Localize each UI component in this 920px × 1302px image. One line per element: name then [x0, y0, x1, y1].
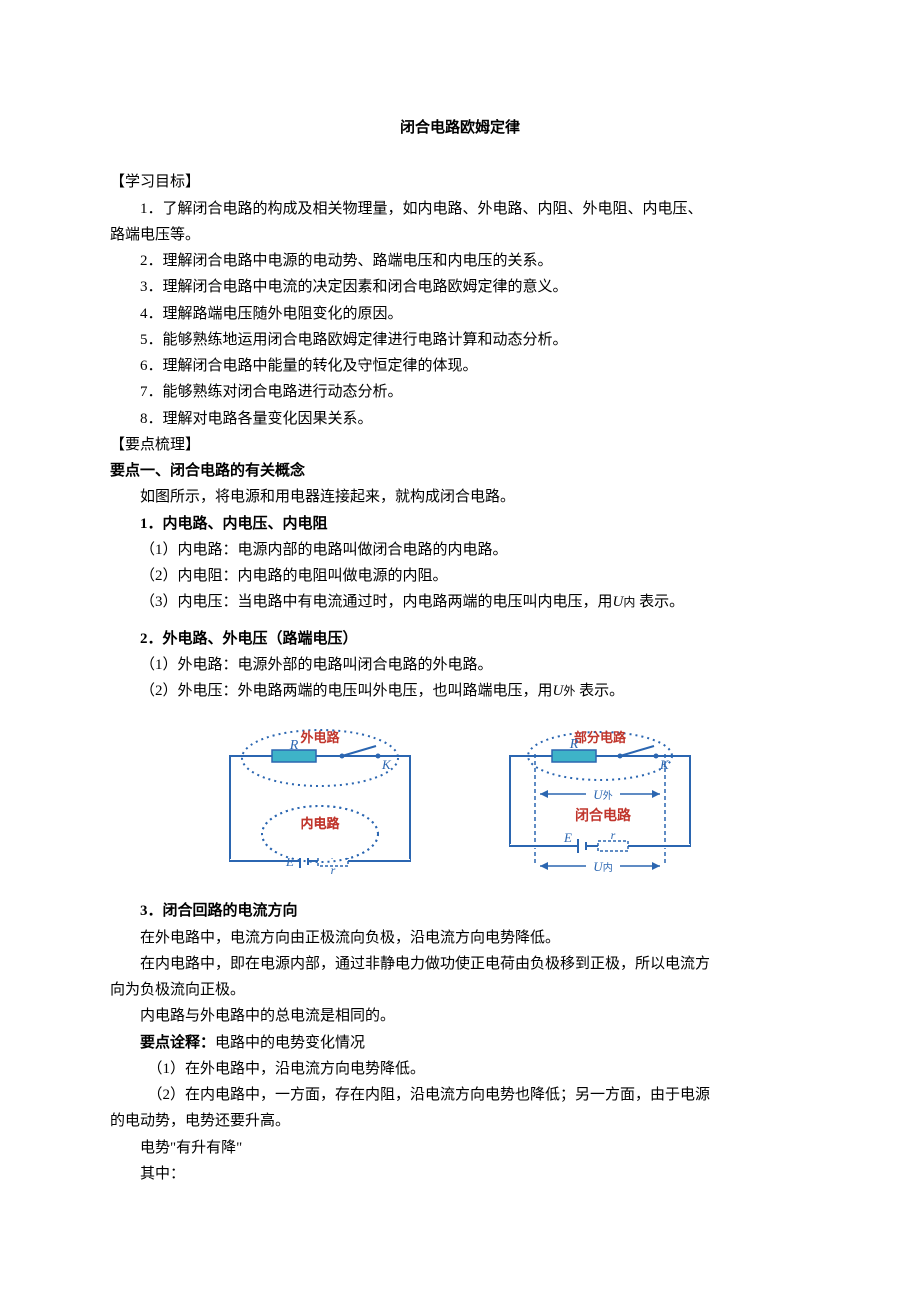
sub2-heading: 2．外电路、外电压（路端电压）	[110, 626, 810, 652]
u-outer-sub: 外	[563, 684, 575, 698]
goal-item: 8．理解对电路各量变化因果关系。	[110, 406, 810, 432]
sub3-p2-a: 在内电路中，即在电源内部，通过非静电力做功使正电荷由负极移到正极，所以电流方	[110, 951, 810, 977]
sub3-p3: 内电路与外电路中的总电流是相同的。	[110, 1003, 810, 1029]
goal-item: 3．理解闭合电路中电流的决定因素和闭合电路欧姆定律的意义。	[110, 274, 810, 300]
explain-tail1: 电势"有升有降"	[110, 1135, 810, 1161]
page-title: 闭合电路欧姆定律	[110, 115, 810, 141]
circuit-diagrams: 外电路 R K 内电路 E r	[110, 716, 810, 886]
explain-title: 电路中的电势变化情况	[215, 1035, 365, 1051]
explain-item2-a: （2）在内电路中，一方面，存在内阻，沿电流方向电势也降低；另一方面，由于电源	[110, 1082, 810, 1108]
explain-tail2: 其中：	[110, 1161, 810, 1187]
sub1-item: （1）内电路：电源内部的电路叫做闭合电路的内电路。	[110, 537, 810, 563]
goal-1-b: 路端电压等。	[110, 222, 810, 248]
label-E-right: E	[563, 830, 572, 845]
outline-heading: 【要点梳理】	[110, 432, 810, 458]
goal-item: 6．理解闭合电路中能量的转化及守恒定律的体现。	[110, 353, 810, 379]
goal-1-a: 1．了解闭合电路的构成及相关物理量，如内电路、外电路、内阻、外电阻、内电压、	[140, 201, 703, 217]
label-outer-circuit: 外电路	[299, 730, 340, 745]
goals-heading: 【学习目标】	[110, 169, 810, 195]
circuit-diagram-left: 外电路 R K 内电路 E r	[210, 716, 430, 886]
svg-text:r: r	[331, 863, 336, 877]
sub2-item2-prefix: （2）外电压：外电路两端的电压叫外电压，也叫路端电压，用	[140, 683, 553, 699]
goal-item: 4．理解路端电压随外电阻变化的原因。	[110, 301, 810, 327]
sub2-item2-suffix: 表示。	[579, 683, 624, 699]
u-outer-symbol: U	[553, 683, 564, 699]
label-K: K	[381, 757, 392, 772]
sub1-heading: 1．内电路、内电压、内电阻	[110, 511, 810, 537]
sub3-p2-b: 向为负极流向正极。	[110, 977, 810, 1003]
point1-heading: 要点一、闭合电路的有关概念	[110, 458, 810, 484]
sub3-heading: 3．闭合回路的电流方向	[110, 898, 810, 924]
explain-item1: （1）在外电路中，沿电流方向电势降低。	[110, 1056, 810, 1082]
u-inner-symbol: U	[613, 594, 624, 610]
explain-heading: 要点诠释：	[140, 1035, 215, 1051]
point1-intro: 如图所示，将电源和用电器连接起来，就构成闭合电路。	[110, 484, 810, 510]
circuit-left-svg: 外电路 R K 内电路 E r	[210, 716, 430, 886]
label-R: R	[289, 738, 299, 753]
goal-item: 1．了解闭合电路的构成及相关物理量，如内电路、外电路、内阻、外电阻、内电压、	[110, 196, 810, 222]
sub3-p1: 在外电路中，电流方向由正极流向负极，沿电流方向电势降低。	[110, 925, 810, 951]
sub2-item1: （1）外电路：电源外部的电路叫闭合电路的外电路。	[110, 652, 810, 678]
document-page: 闭合电路欧姆定律 【学习目标】 1．了解闭合电路的构成及相关物理量，如内电路、外…	[0, 0, 920, 1302]
sub1-item3-prefix: （3）内电压：当电路中有电流通过时，内电路两端的电压叫内电压，用	[140, 594, 613, 610]
label-closed-circuit: 闭合电路	[575, 807, 632, 824]
sub1-item3: （3）内电压：当电路中有电流通过时，内电路两端的电压叫内电压，用U内 表示。	[110, 589, 810, 615]
label-r-right: r	[611, 828, 616, 842]
sub1-item3-suffix: 表示。	[639, 594, 684, 610]
label-partial-circuit: 部分电路	[574, 730, 627, 745]
goal-item: 2．理解闭合电路中电源的电动势、路端电压和内电压的关系。	[110, 248, 810, 274]
circuit-right-svg: 部分电路 R K U外 闭合电路	[490, 716, 710, 886]
explain-line: 要点诠释：电路中的电势变化情况	[110, 1030, 810, 1056]
u-inner-sub: 内	[623, 595, 635, 609]
explain-item2-b: 的电动势，电势还要升高。	[110, 1108, 810, 1134]
circuit-diagram-right: 部分电路 R K U外 闭合电路	[490, 716, 710, 886]
label-R-right: R	[569, 737, 579, 752]
goal-item: 7．能够熟练对闭合电路进行动态分析。	[110, 379, 810, 405]
sub2-item2: （2）外电压：外电路两端的电压叫外电压，也叫路端电压，用U外 表示。	[110, 678, 810, 704]
goal-item: 5．能够熟练地运用闭合电路欧姆定律进行电路计算和动态分析。	[110, 327, 810, 353]
svg-text:内电路: 内电路	[300, 816, 340, 831]
sub1-item: （2）内电阻：内电路的电阻叫做电源的内阻。	[110, 563, 810, 589]
